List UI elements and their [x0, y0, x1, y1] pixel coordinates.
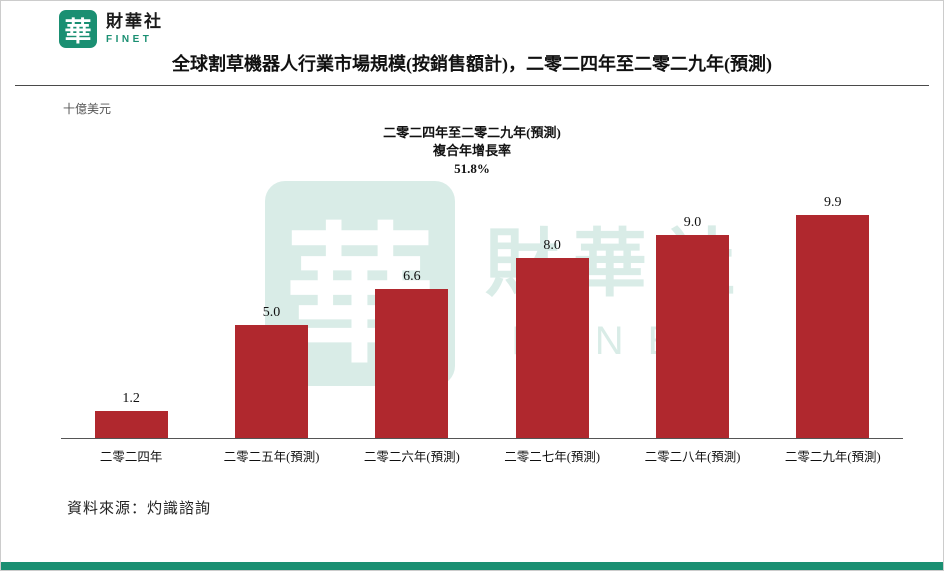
bar-column: 5.0 [201, 305, 341, 438]
cagr-annotation-line2: 複合年增長率 [432, 143, 511, 159]
bar [796, 214, 870, 438]
x-axis-label: 二零二五年(預測) [223, 449, 320, 464]
bar-value-label: 5.0 [262, 304, 281, 320]
bottom-accent-strip [1, 562, 943, 570]
bar [94, 410, 168, 438]
bar [235, 324, 308, 438]
bar-value-label: 8.0 [543, 237, 561, 253]
bar-value-label: 6.6 [403, 268, 421, 284]
finet-logo-icon: 華 [59, 10, 97, 48]
x-axis-label: 二零二四年 [99, 449, 163, 464]
bar [655, 234, 729, 438]
x-axis-label: 二零二六年(預測) [363, 449, 460, 464]
bar [375, 288, 449, 438]
bar-value-label: 1.2 [122, 390, 140, 406]
brand-text: 財華社 FINET [106, 12, 163, 45]
brand-name: 財華社 [106, 12, 163, 32]
x-axis-label: 二零二九年(預測) [784, 449, 881, 464]
cagr-annotation: 二零二四年至二零二九年(預測) 複合年增長率 51.8% [1, 124, 943, 179]
bar-column: 1.2 [61, 391, 201, 438]
bar-column: 9.9 [763, 195, 903, 438]
cagr-annotation-line1: 二零二四年至二零二九年(預測) [383, 125, 561, 140]
y-axis-unit-label: 十億美元 [63, 102, 112, 116]
x-axis-label: 二零二七年(預測) [504, 449, 601, 464]
bar-column: 6.6 [342, 269, 482, 438]
bar [515, 257, 589, 438]
x-axis-row: 二零二四年 二零二五年(預測) 二零二六年(預測) 二零二七年(預測) 二零二八年(預測… [61, 446, 903, 465]
bar-value-label: 9.0 [683, 214, 702, 230]
x-axis-label: 二零二八年(預測) [644, 449, 741, 464]
title-divider [15, 85, 929, 86]
bar-column: 9.0 [622, 215, 762, 438]
bar-column: 8.0 [482, 238, 622, 438]
cagr-annotation-value: 51.8% [454, 161, 490, 177]
bar-value-label: 9.9 [824, 194, 842, 210]
bars-row: 1.2 5.0 6.6 8.0 9.0 9.9 [61, 195, 903, 439]
brand-header: 華 財華社 FINET [1, 1, 943, 48]
bar-chart: 1.2 5.0 6.6 8.0 9.0 9.9 二零二四年 二零二五年(預測) 二零二六年(預… [61, 195, 903, 465]
brand-sub: FINET [106, 33, 153, 45]
chart-title: 全球割草機器人行業市場規模(按銷售額計)，二零二四年至二零二九年(預測) [172, 54, 772, 74]
source-note: 資料來源：灼識諮詢 [67, 500, 212, 517]
